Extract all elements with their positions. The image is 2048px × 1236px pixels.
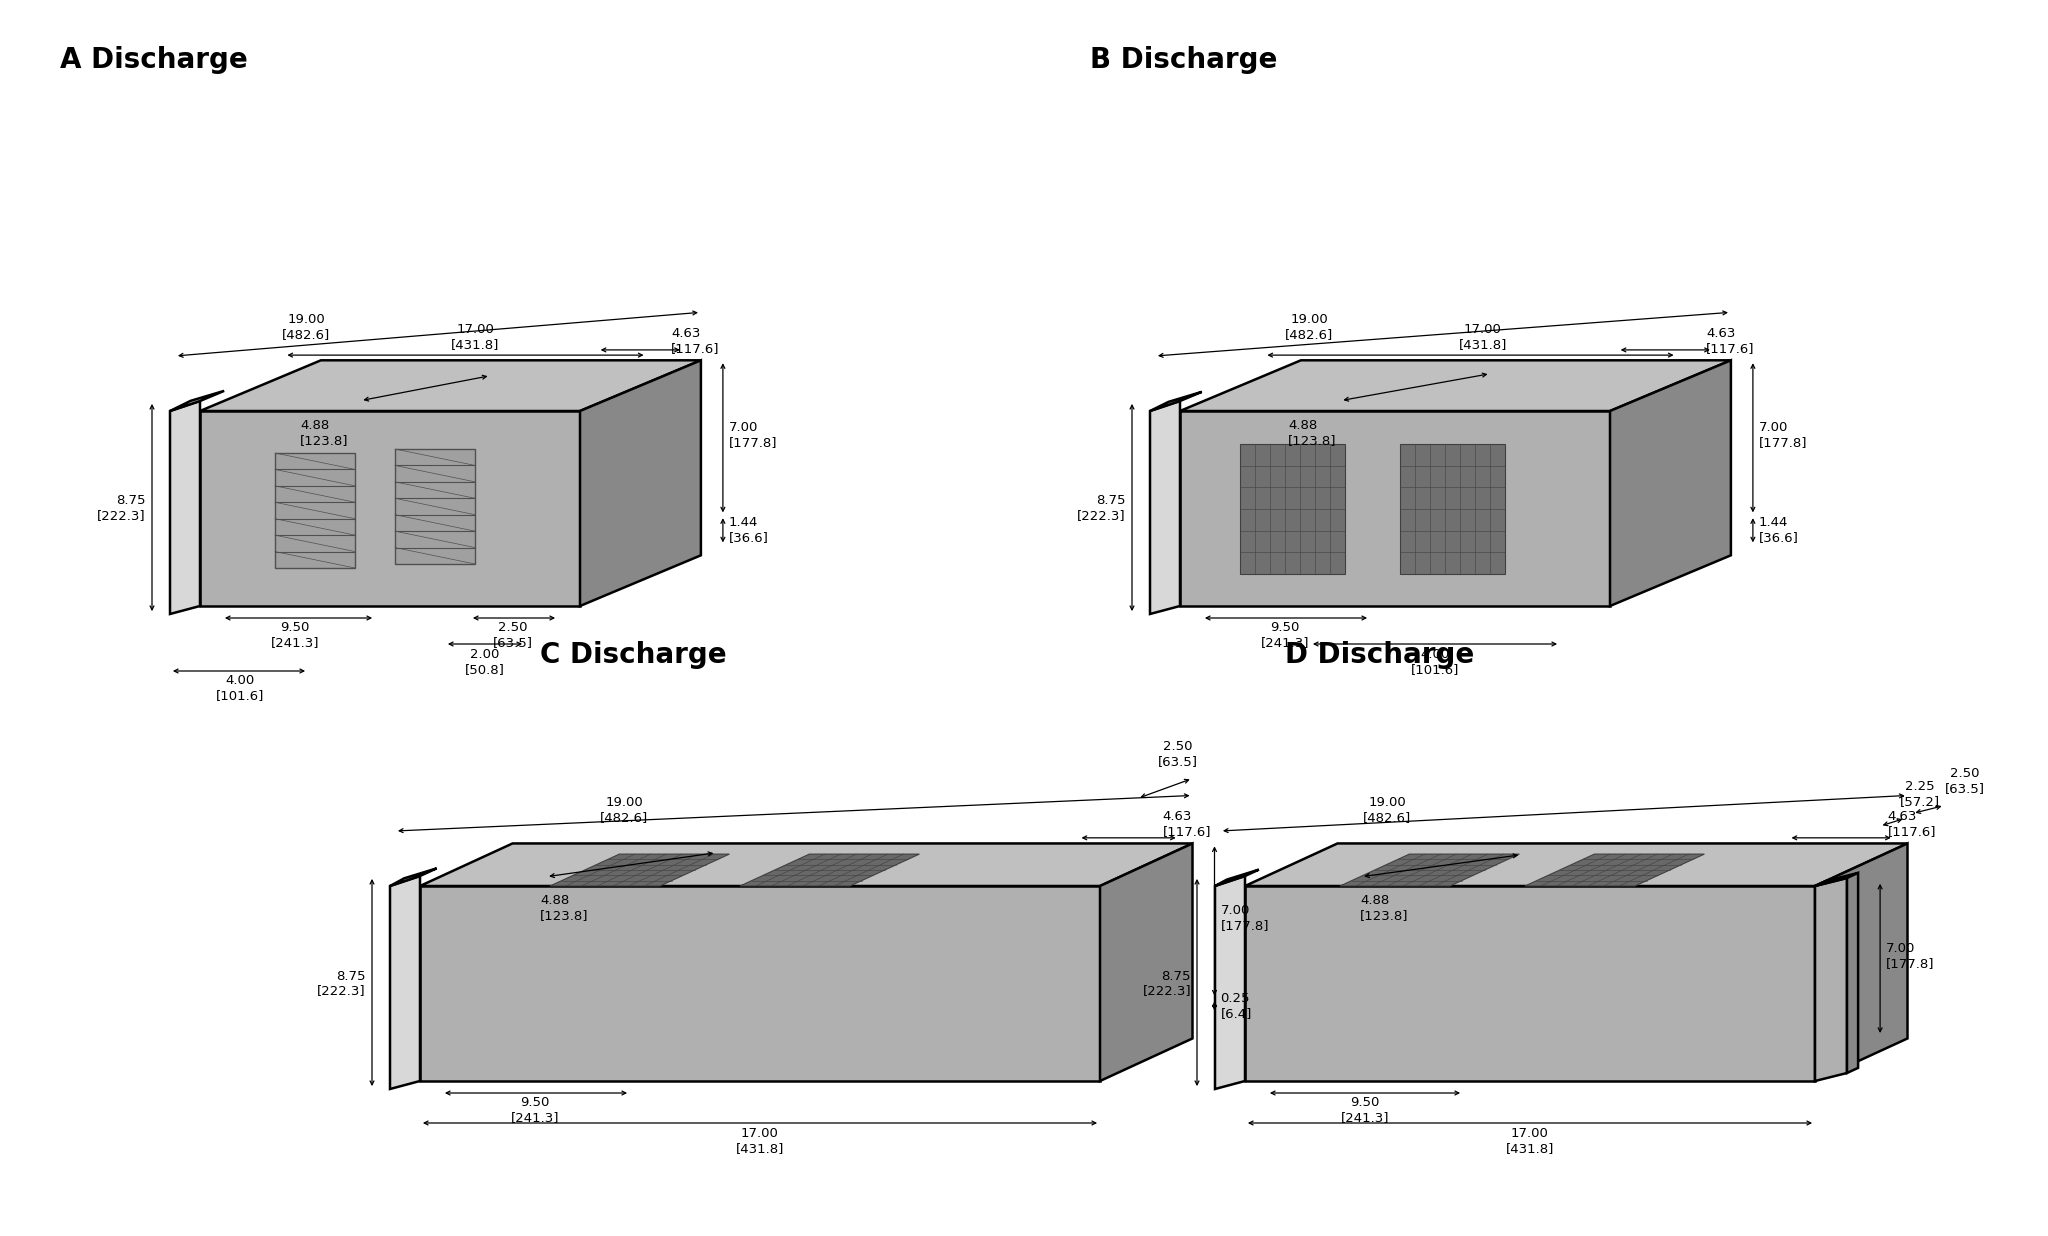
Text: 7.00
[177.8]: 7.00 [177.8] [1759,421,1808,450]
Text: D Discharge: D Discharge [1284,641,1475,669]
Polygon shape [420,886,1100,1082]
Polygon shape [389,876,420,1089]
Polygon shape [1180,412,1610,606]
Text: 17.00
[431.8]: 17.00 [431.8] [451,323,500,351]
Text: 1.44
[36.6]: 1.44 [36.6] [729,517,768,544]
Text: 7.00
[177.8]: 7.00 [177.8] [1221,905,1270,932]
Polygon shape [1100,843,1192,1082]
Polygon shape [170,400,201,614]
Polygon shape [1526,854,1704,886]
Polygon shape [389,869,436,886]
Text: 4.88
[123.8]: 4.88 [123.8] [1360,894,1409,922]
Text: 7.00
[177.8]: 7.00 [177.8] [729,421,778,450]
Text: A Discharge: A Discharge [59,46,248,74]
Text: 7.00
[177.8]: 7.00 [177.8] [1886,942,1935,970]
Polygon shape [1815,873,1858,886]
Text: 9.50
[241.3]: 9.50 [241.3] [1262,620,1309,649]
Text: 4.00
[101.6]: 4.00 [101.6] [215,674,264,702]
Polygon shape [739,854,920,886]
Text: 2.50
[63.5]: 2.50 [63.5] [1157,740,1198,769]
Text: 17.00
[431.8]: 17.00 [431.8] [1505,1127,1554,1154]
Text: 2.50
[63.5]: 2.50 [63.5] [1944,768,1985,796]
Text: 4.88
[123.8]: 4.88 [123.8] [541,894,588,922]
Text: 8.75
[222.3]: 8.75 [222.3] [1077,494,1126,523]
Text: 8.75
[222.3]: 8.75 [222.3] [98,494,145,523]
Polygon shape [201,412,580,606]
Polygon shape [1151,392,1202,412]
Bar [1239,444,1346,574]
Polygon shape [1815,878,1847,1082]
Bar [1401,444,1505,574]
Text: 19.00
[482.6]: 19.00 [482.6] [1284,313,1333,341]
Text: 17.00
[431.8]: 17.00 [431.8] [1458,323,1507,351]
Text: 9.50
[241.3]: 9.50 [241.3] [270,620,319,649]
Text: 19.00
[482.6]: 19.00 [482.6] [600,796,647,824]
Polygon shape [580,361,700,606]
Text: 4.63
[117.6]: 4.63 [117.6] [672,328,719,355]
Bar [274,454,354,569]
Text: C Discharge: C Discharge [541,641,727,669]
Text: 19.00
[482.6]: 19.00 [482.6] [1364,796,1411,824]
Text: 17.00
[431.8]: 17.00 [431.8] [735,1127,784,1154]
Polygon shape [1180,361,1731,412]
Polygon shape [1151,400,1180,614]
Polygon shape [170,391,223,412]
Polygon shape [551,854,729,886]
Polygon shape [1847,873,1858,1073]
Text: 4.63
[117.6]: 4.63 [117.6] [1163,811,1210,838]
Text: 9.50
[241.3]: 9.50 [241.3] [1341,1096,1389,1124]
Polygon shape [1214,876,1245,1089]
Text: 4.88
[123.8]: 4.88 [123.8] [1288,419,1337,447]
Polygon shape [1339,854,1520,886]
Text: 0.25
[6.4]: 0.25 [6.4] [1221,993,1251,1021]
Polygon shape [1245,843,1907,886]
Text: 4.63
[117.6]: 4.63 [117.6] [1888,811,1935,838]
Text: 4.88
[123.8]: 4.88 [123.8] [299,419,348,447]
Text: 1.44
[36.6]: 1.44 [36.6] [1759,517,1798,544]
Text: 8.75
[222.3]: 8.75 [222.3] [1143,969,1192,997]
Text: 2.25
[57.2]: 2.25 [57.2] [1901,780,1939,808]
Polygon shape [1245,886,1815,1082]
Polygon shape [1815,843,1907,1082]
Text: 9.50
[241.3]: 9.50 [241.3] [510,1096,559,1124]
Text: 19.00
[482.6]: 19.00 [482.6] [283,313,330,341]
Text: 2.50
[63.5]: 2.50 [63.5] [494,620,532,649]
Polygon shape [420,843,1192,886]
Polygon shape [1214,870,1260,886]
Polygon shape [201,361,700,412]
Text: 4.63
[117.6]: 4.63 [117.6] [1706,328,1755,355]
Text: 2.00
[50.8]: 2.00 [50.8] [465,648,506,676]
Text: B Discharge: B Discharge [1090,46,1278,74]
Bar [395,449,475,564]
Text: 4.00
[101.6]: 4.00 [101.6] [1411,648,1458,676]
Polygon shape [1610,361,1731,606]
Text: 8.75
[222.3]: 8.75 [222.3] [317,969,367,997]
